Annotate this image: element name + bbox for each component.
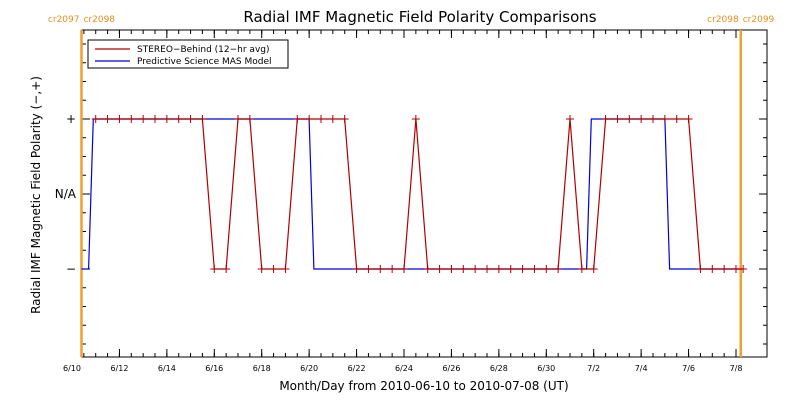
data-point-marker [720,265,729,273]
data-point-marker [269,265,278,273]
data-point-marker [317,115,325,123]
data-point-marker [542,265,551,273]
data-point-marker [506,265,515,273]
data-point-marker [411,115,420,123]
data-point-marker [447,265,456,273]
y-tick-label: − [66,262,76,276]
data-point-marker [222,265,231,273]
x-tick-label: 6/12 [110,364,128,373]
carrington-markers: cr2097 cr2098 cr2098 cr2099 [48,15,775,357]
y-tick-label: N/A [55,187,77,201]
data-point-marker [281,265,290,273]
data-point-marker [245,115,254,123]
data-point-marker [257,265,266,273]
data-point-marker [376,265,385,273]
x-tick-label: 7/8 [730,364,743,373]
data-point-marker [328,115,337,123]
series-layer [81,115,748,273]
series-line-stereo [95,118,744,270]
plot-frame [81,29,768,358]
data-point-marker [174,115,183,123]
x-tick-label: 6/24 [395,364,413,373]
data-point-marker [293,115,302,123]
legend-label-stereo: STEREO−Behind (12−hr avg) [137,45,270,55]
x-tick-label: 6/16 [205,364,223,373]
series-line-mas [81,118,741,270]
data-point-marker [210,265,219,273]
data-point-marker [127,115,136,123]
data-point-marker [483,265,491,273]
data-point-marker [739,265,748,273]
data-point-marker [234,115,242,123]
x-tick-label: 6/14 [158,364,176,373]
data-point-marker [696,265,705,273]
data-point-marker [139,115,148,123]
data-point-marker [732,265,740,273]
data-point-marker [637,115,646,123]
data-point-marker [672,115,681,123]
data-point-marker [613,115,622,123]
data-point-marker [115,115,124,123]
x-tick-label: 6/10 [63,364,81,373]
x-axis: 6/10 6/12 6/14 6/16 6/18 6/20 6/22 6/24 6/26 6/28… [63,30,742,373]
data-point-marker [186,115,195,123]
data-point-marker [566,115,574,123]
legend-box [87,39,289,69]
carrington-label-right: cr2099 [743,15,775,25]
x-tick-label: 6/30 [537,364,555,373]
x-axis-title: Month/Day from 2010-06-10 to 2010-07-08 … [279,379,568,393]
data-point-marker [684,115,693,123]
data-point-marker [198,115,207,123]
x-tick-label: 7/6 [682,364,695,373]
x-tick-label: 6/20 [300,364,318,373]
data-point-marker [400,265,408,273]
data-point-marker [530,265,539,273]
legend: STEREO−Behind (12−hr avg) Predictive Sci… [87,39,289,69]
chart-title: Radial IMF Magnetic Field Polarity Compa… [243,8,596,26]
data-point-marker [625,115,634,123]
data-point-marker [660,115,669,123]
data-point-marker [91,115,100,123]
y-axis: + N/A − [55,43,767,345]
data-point-marker [364,265,373,273]
x-tick-label: 6/26 [442,364,460,373]
data-point-marker [435,265,444,273]
carrington-label-left: cr2098 [707,15,739,25]
data-point-marker [340,115,349,123]
y-tick-label: + [66,112,76,126]
data-point-marker [589,265,598,273]
data-point-marker [471,265,480,273]
x-tick-label: 7/4 [635,364,648,373]
carrington-label-left: cr2097 [48,15,80,25]
data-point-marker [708,265,717,273]
data-point-marker [494,265,503,273]
data-point-marker [577,265,586,273]
x-tick-label: 6/22 [348,364,366,373]
y-axis-title: Radial IMF Magnetic Field Polarity (−,+) [29,76,43,314]
data-point-marker [388,265,397,273]
data-point-marker [423,265,432,273]
x-tick-label: 6/18 [253,364,271,373]
data-point-marker [162,115,171,123]
data-point-marker [649,115,657,123]
data-point-marker [554,265,563,273]
carrington-label-right: cr2098 [83,15,115,25]
data-point-marker [151,115,159,123]
data-point-marker [459,265,468,273]
data-point-marker [518,265,527,273]
legend-label-mas: Predictive Science MAS Model [137,57,272,67]
data-point-marker [305,115,314,123]
x-tick-label: 7/2 [587,364,600,373]
x-tick-label: 6/28 [490,364,508,373]
data-point-marker [601,115,610,123]
data-point-marker [352,265,361,273]
data-point-marker [103,115,112,123]
